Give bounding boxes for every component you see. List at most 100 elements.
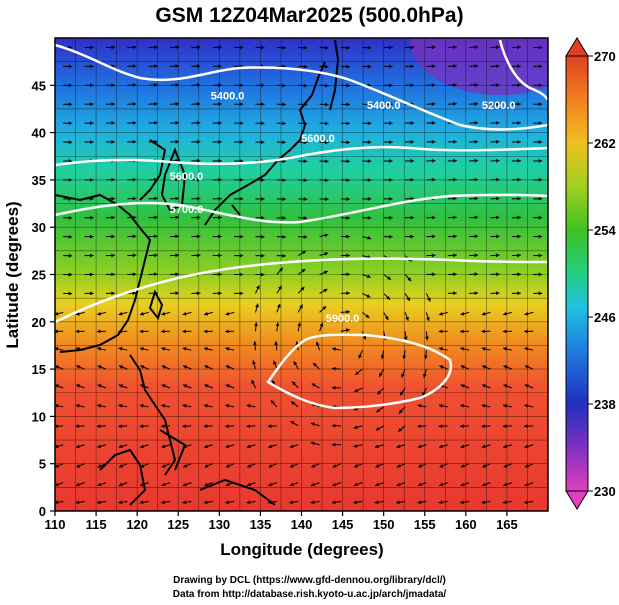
wind-arrow bbox=[319, 305, 327, 313]
wind-arrow bbox=[417, 482, 427, 487]
contour-5700 bbox=[55, 193, 548, 224]
wind-arrow bbox=[55, 403, 64, 408]
wind-arrow bbox=[191, 121, 201, 125]
wind-arrow bbox=[481, 365, 491, 370]
wind-arrow bbox=[332, 463, 342, 468]
wind-arrow bbox=[340, 64, 350, 69]
wind-arrow bbox=[204, 463, 213, 468]
wind-arrow bbox=[255, 215, 265, 220]
x-tick-label: 140 bbox=[291, 517, 313, 532]
wind-arrow bbox=[182, 329, 192, 334]
wind-arrow bbox=[63, 291, 73, 296]
wind-arrow bbox=[118, 384, 128, 389]
wind-arrow bbox=[361, 311, 370, 319]
contour-5800 bbox=[55, 257, 548, 324]
wind-arrow bbox=[234, 196, 244, 201]
wind-arrow bbox=[417, 403, 427, 408]
wind-arrow bbox=[438, 347, 448, 351]
wind-arrow bbox=[63, 121, 73, 126]
wind-arrow bbox=[319, 83, 329, 88]
wind-arrow bbox=[439, 463, 448, 468]
wind-arrow bbox=[148, 196, 158, 201]
wind-arrow bbox=[340, 159, 350, 164]
wind-arrow bbox=[212, 158, 222, 163]
wind-arrow bbox=[396, 444, 406, 449]
wind-arrow bbox=[533, 140, 543, 144]
wind-arrow bbox=[524, 444, 534, 449]
wind-arrow bbox=[161, 347, 171, 351]
wind-arrow bbox=[118, 403, 128, 408]
wind-arrow bbox=[353, 482, 363, 487]
wind-arrow bbox=[97, 365, 107, 370]
wind-arrow bbox=[191, 64, 201, 69]
wind-arrow bbox=[481, 384, 491, 389]
y-tick-label: 25 bbox=[32, 268, 46, 283]
chart-title: GSM 12Z04Mar2025 (500.0hPa) bbox=[155, 4, 464, 27]
wind-arrow bbox=[170, 196, 180, 201]
wind-arrow bbox=[298, 178, 308, 183]
colorbar-tick-label: 230 bbox=[594, 484, 616, 499]
wind-arrow bbox=[439, 482, 448, 487]
wind-arrow bbox=[297, 250, 307, 257]
y-axis-label: Latitude (degrees) bbox=[3, 201, 22, 348]
wind-arrow bbox=[297, 304, 304, 313]
wind-arrow bbox=[182, 500, 192, 505]
wind-arrow bbox=[481, 347, 491, 351]
wind-arrow bbox=[447, 102, 457, 106]
colorbar-tick-label: 246 bbox=[594, 310, 616, 325]
wind-arrow bbox=[460, 444, 470, 449]
wind-arrow bbox=[533, 272, 543, 277]
wind-arrow bbox=[63, 253, 73, 258]
wind-arrow bbox=[460, 311, 470, 316]
wind-arrow bbox=[212, 253, 222, 258]
cold-pool bbox=[410, 38, 548, 95]
wind-arrow bbox=[55, 463, 64, 468]
wind-arrow bbox=[182, 403, 192, 408]
wind-arrow bbox=[319, 288, 328, 294]
contour-label: 5400.0 bbox=[367, 100, 401, 112]
wind-arrow bbox=[161, 500, 171, 505]
wind-arrow bbox=[55, 347, 64, 351]
wind-arrow bbox=[340, 328, 350, 333]
wind-arrow bbox=[502, 424, 512, 429]
wind-arrow bbox=[447, 215, 457, 220]
wind-arrow bbox=[374, 500, 384, 505]
wind-arrow bbox=[234, 140, 244, 144]
wind-arrow bbox=[310, 482, 320, 487]
wind-arrow bbox=[276, 285, 283, 294]
wind-arrow bbox=[524, 347, 534, 351]
wind-arrow bbox=[97, 311, 107, 316]
wind-arrow bbox=[481, 311, 491, 316]
wind-arrow bbox=[212, 177, 222, 182]
wind-arrow bbox=[503, 482, 513, 487]
wind-arrow bbox=[84, 177, 94, 182]
wind-arrow bbox=[276, 216, 286, 220]
wind-arrow bbox=[170, 234, 180, 239]
wind-arrow bbox=[55, 444, 64, 449]
wind-arrow bbox=[383, 64, 393, 69]
wind-arrow bbox=[234, 102, 244, 107]
colorbar-tick-label: 262 bbox=[594, 136, 616, 151]
coastlines bbox=[55, 39, 340, 506]
wind-arrow bbox=[426, 272, 436, 277]
wind-arrow bbox=[533, 102, 543, 107]
x-tick-label: 135 bbox=[250, 517, 272, 532]
wind-arrow bbox=[533, 121, 543, 125]
wind-arrow bbox=[225, 463, 235, 468]
wind-arrow bbox=[426, 102, 436, 106]
wind-arrow bbox=[212, 83, 222, 88]
wind-arrow bbox=[340, 197, 350, 201]
wind-arrow bbox=[204, 482, 213, 487]
wind-arrow bbox=[84, 215, 94, 220]
wind-arrow bbox=[417, 444, 427, 449]
wind-arrow bbox=[426, 64, 436, 69]
wind-arrow bbox=[148, 45, 158, 50]
wind-arrow bbox=[438, 329, 448, 334]
wind-arrow bbox=[148, 215, 158, 220]
wind-arrow bbox=[97, 482, 107, 487]
wind-streamlines bbox=[55, 45, 543, 505]
wind-arrow bbox=[533, 215, 543, 220]
wind-arrow bbox=[289, 444, 299, 449]
wind-arrow bbox=[362, 45, 372, 50]
wind-arrow bbox=[469, 102, 479, 106]
